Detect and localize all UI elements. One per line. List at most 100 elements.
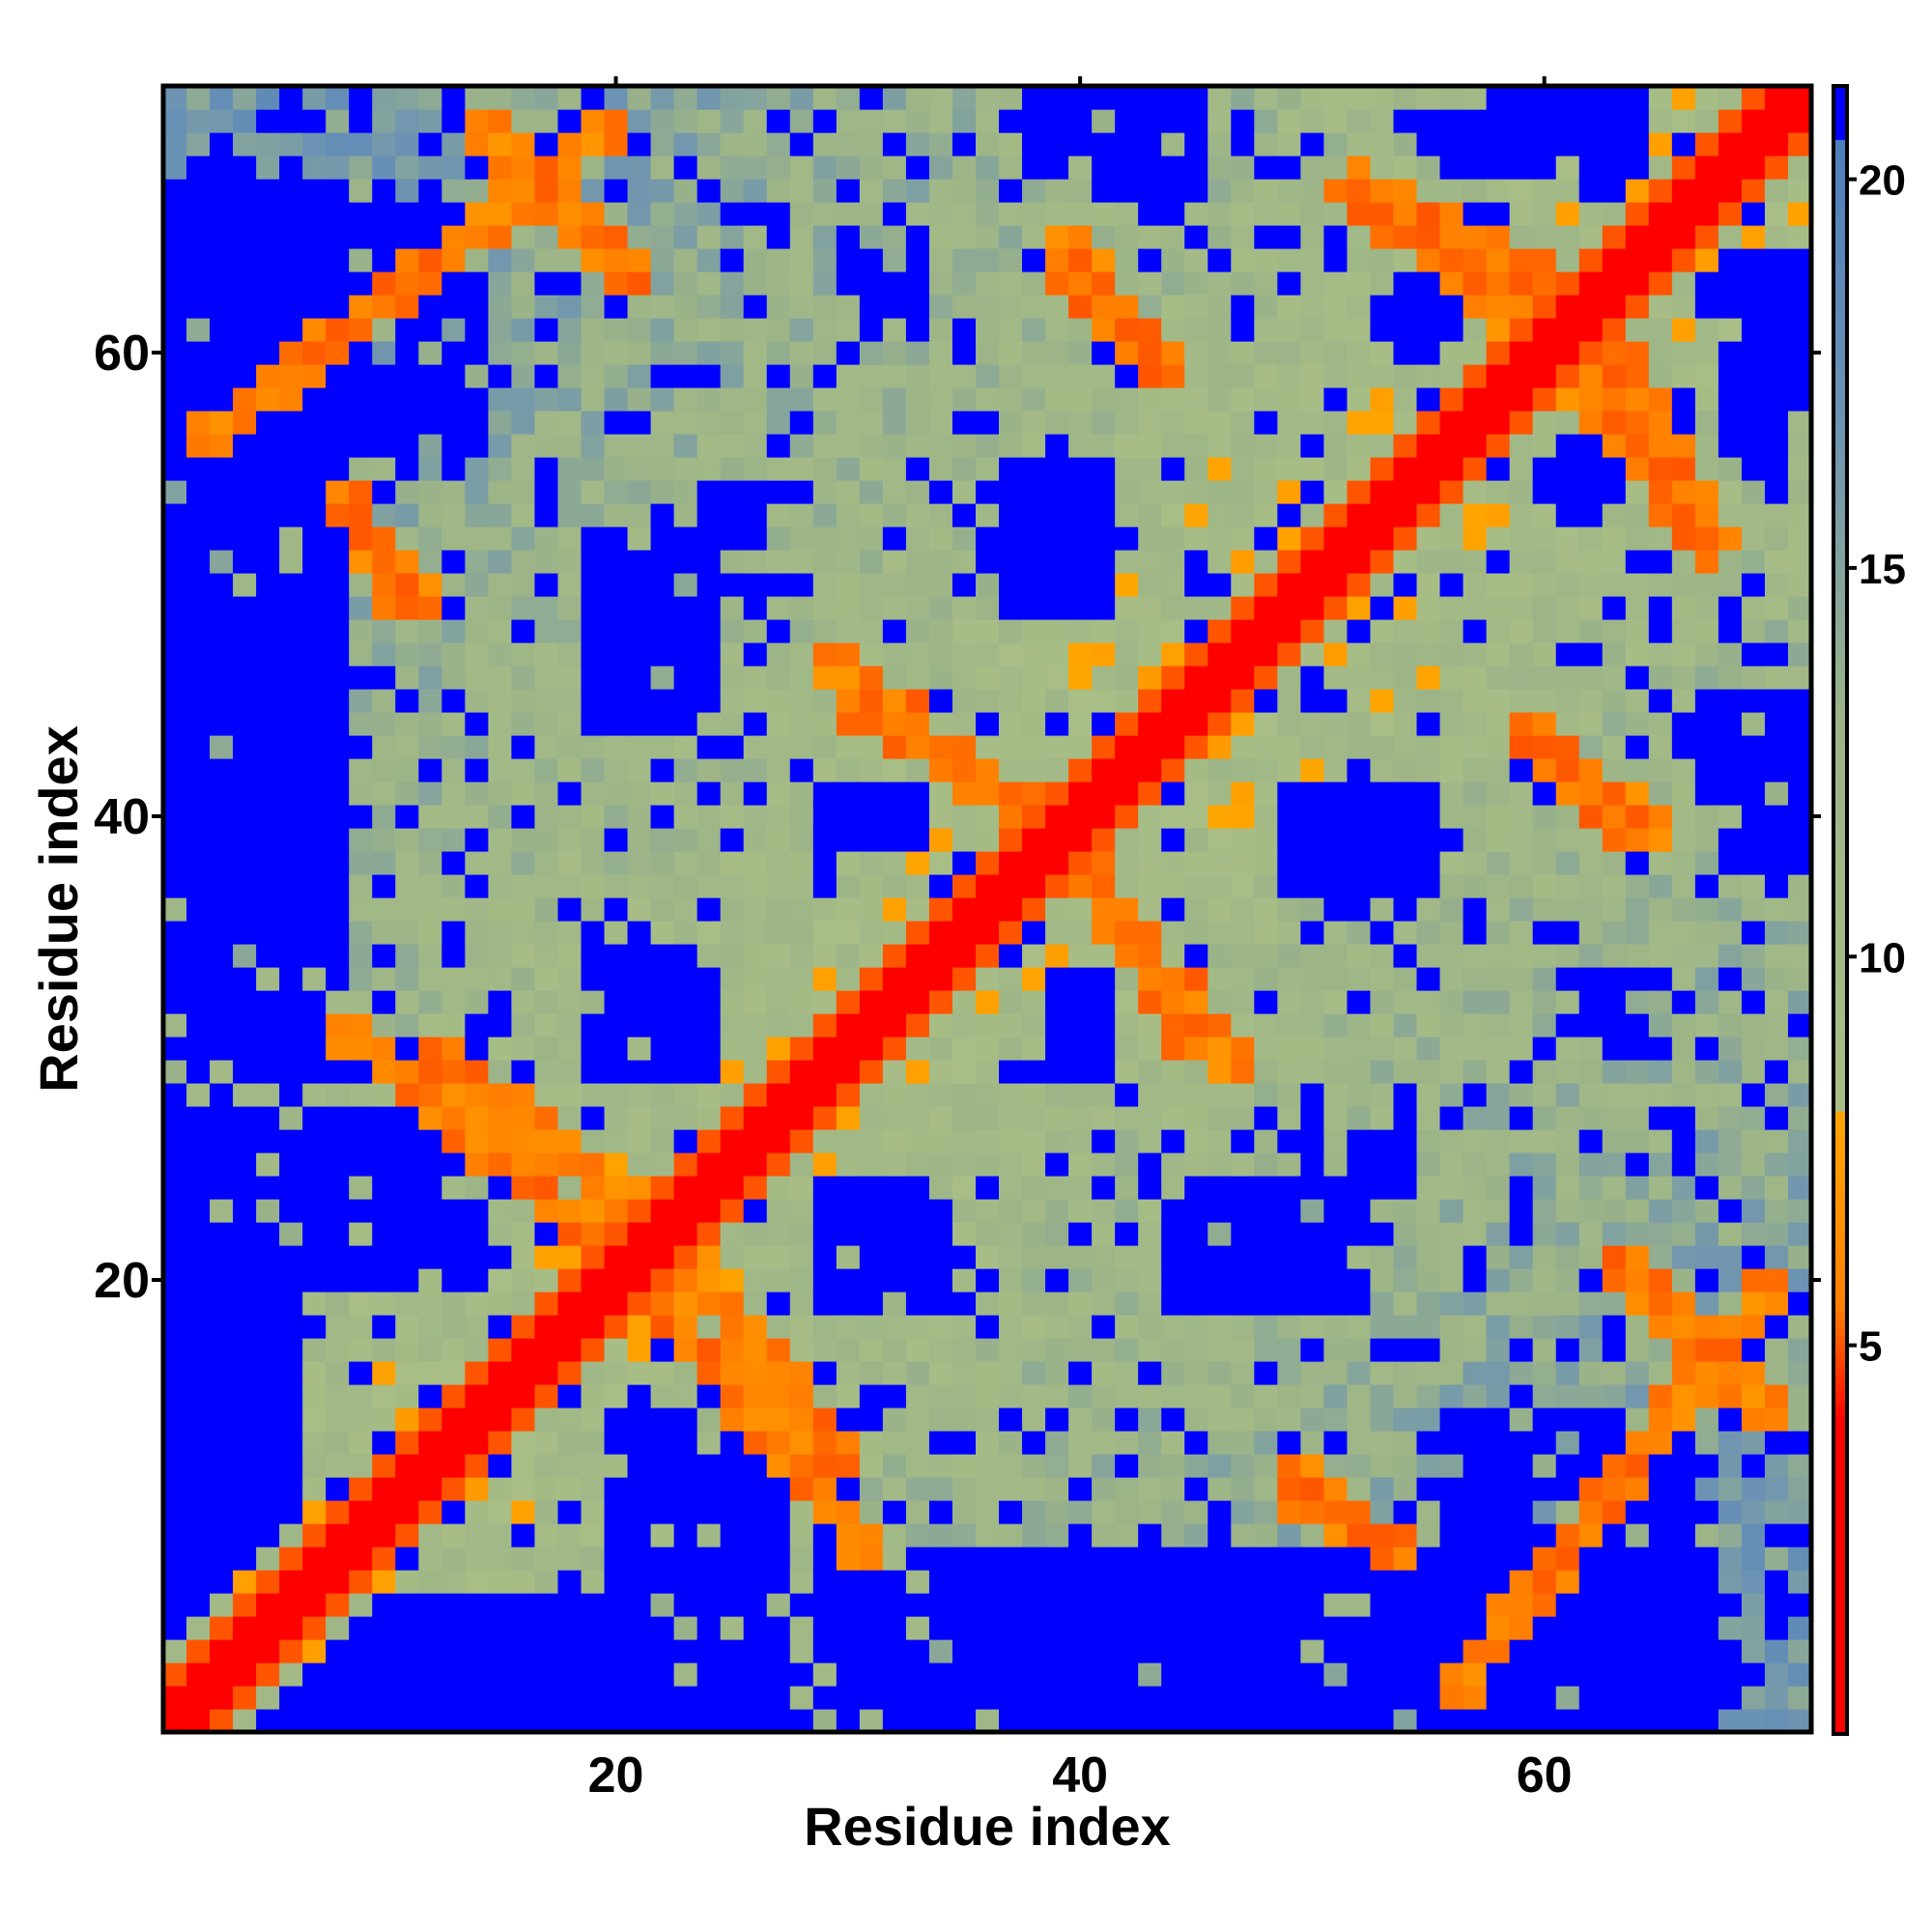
- heatmap-cell: [488, 1547, 513, 1571]
- heatmap-cell: [1323, 1547, 1349, 1571]
- heatmap-cell: [581, 1709, 606, 1733]
- heatmap-cell: [1532, 666, 1557, 690]
- heatmap-cell: [673, 318, 698, 342]
- heatmap-cell: [1068, 550, 1093, 574]
- heatmap-cell: [1578, 86, 1604, 110]
- heatmap-cell: [1347, 1639, 1372, 1663]
- heatmap-cell: [1578, 295, 1604, 319]
- heatmap-cell: [1463, 480, 1488, 504]
- heatmap-cell: [1115, 480, 1139, 504]
- heatmap-cell: [1277, 712, 1301, 736]
- heatmap-cell: [1486, 1454, 1511, 1478]
- heatmap-cell: [256, 1106, 280, 1130]
- heatmap-cell: [1509, 1523, 1534, 1548]
- heatmap-cell: [1092, 1477, 1116, 1501]
- heatmap-cell: [789, 248, 814, 272]
- heatmap-cell: [1347, 225, 1372, 249]
- heatmap-cell: [766, 1500, 791, 1524]
- heatmap-cell: [349, 851, 373, 875]
- heatmap-cell: [1161, 480, 1185, 504]
- heatmap-cell: [720, 480, 745, 504]
- heatmap-cell: [1393, 1500, 1418, 1524]
- heatmap-cell: [650, 1454, 675, 1478]
- heatmap-cell: [720, 874, 745, 898]
- heatmap-cell: [302, 1454, 327, 1478]
- heatmap-cell: [581, 1037, 606, 1061]
- heatmap-cell: [511, 897, 536, 922]
- heatmap-cell: [1022, 666, 1046, 690]
- heatmap-cell: [372, 1199, 396, 1223]
- heatmap-cell: [441, 735, 466, 759]
- heatmap-cell: [1764, 1083, 1789, 1107]
- heatmap-cell: [1764, 1662, 1789, 1687]
- heatmap-cell: [1787, 1686, 1812, 1710]
- heatmap-cell: [210, 480, 234, 504]
- heatmap-cell: [1115, 109, 1139, 133]
- heatmap-cell: [1764, 1199, 1789, 1223]
- heatmap-cell: [256, 457, 280, 481]
- heatmap-cell: [534, 1268, 559, 1293]
- heatmap-cell: [465, 828, 489, 852]
- heatmap-cell: [789, 457, 814, 481]
- heatmap-cell: [836, 387, 861, 412]
- heatmap-cell: [627, 132, 652, 156]
- heatmap-cell: [1277, 341, 1301, 365]
- heatmap-cell: [210, 1523, 234, 1548]
- heatmap-cell: [1208, 480, 1232, 504]
- heatmap-cell: [627, 1060, 652, 1084]
- heatmap-cell: [812, 1686, 838, 1710]
- heatmap-cell: [1463, 86, 1488, 110]
- heatmap-cell: [1741, 1593, 1766, 1617]
- heatmap-cell: [210, 666, 234, 690]
- heatmap-cell: [1532, 619, 1557, 643]
- heatmap-cell: [812, 897, 838, 922]
- heatmap-cell: [233, 828, 257, 852]
- heatmap-cell: [999, 805, 1023, 829]
- heatmap-cell: [1208, 735, 1232, 759]
- heatmap-cell: [812, 225, 838, 249]
- heatmap-cell: [1555, 619, 1580, 643]
- heatmap-cell: [1486, 179, 1511, 203]
- heatmap-cell: [372, 411, 396, 435]
- heatmap-cell: [557, 735, 582, 759]
- heatmap-cell: [256, 642, 280, 667]
- heatmap-cell: [279, 225, 303, 249]
- heatmap-cell: [1115, 1384, 1139, 1408]
- heatmap-cell: [1370, 526, 1395, 551]
- heatmap-cell: [465, 526, 489, 551]
- heatmap-cell: [1115, 1662, 1139, 1687]
- heatmap-cell: [1022, 503, 1046, 527]
- heatmap-cell: [789, 596, 814, 620]
- heatmap-cell: [1486, 457, 1511, 481]
- heatmap-cell: [372, 86, 396, 110]
- heatmap-cell: [1254, 921, 1278, 945]
- heatmap-cell: [210, 1060, 234, 1084]
- heatmap-cell: [696, 1106, 722, 1130]
- heatmap-cell: [975, 1199, 1000, 1223]
- heatmap-cell: [1718, 573, 1743, 597]
- heatmap-cell: [1741, 1639, 1766, 1663]
- heatmap-cell: [163, 295, 187, 319]
- heatmap-cell: [441, 1547, 466, 1571]
- heatmap-cell: [1277, 990, 1301, 1014]
- heatmap-cell: [210, 318, 234, 342]
- heatmap-cell: [1092, 387, 1116, 412]
- heatmap-cell: [1068, 1523, 1093, 1548]
- heatmap-cell: [186, 990, 211, 1014]
- heatmap-cell: [1022, 967, 1046, 991]
- heatmap-cell: [1578, 735, 1604, 759]
- heatmap-cell: [766, 1106, 791, 1130]
- heatmap-cell: [1741, 1686, 1766, 1710]
- heatmap-cell: [1625, 1292, 1650, 1316]
- heatmap-cell: [1208, 689, 1232, 713]
- heatmap-cell: [349, 1547, 373, 1571]
- heatmap-cell: [999, 666, 1023, 690]
- heatmap-cell: [1045, 944, 1069, 968]
- heatmap-cell: [441, 712, 466, 736]
- heatmap-cell: [1741, 1477, 1766, 1501]
- heatmap-cell: [1161, 1639, 1185, 1663]
- heatmap-cell: [279, 1454, 303, 1478]
- heatmap-cell: [1068, 1060, 1093, 1084]
- heatmap-cell: [1208, 364, 1232, 388]
- heatmap-cell: [1184, 805, 1208, 829]
